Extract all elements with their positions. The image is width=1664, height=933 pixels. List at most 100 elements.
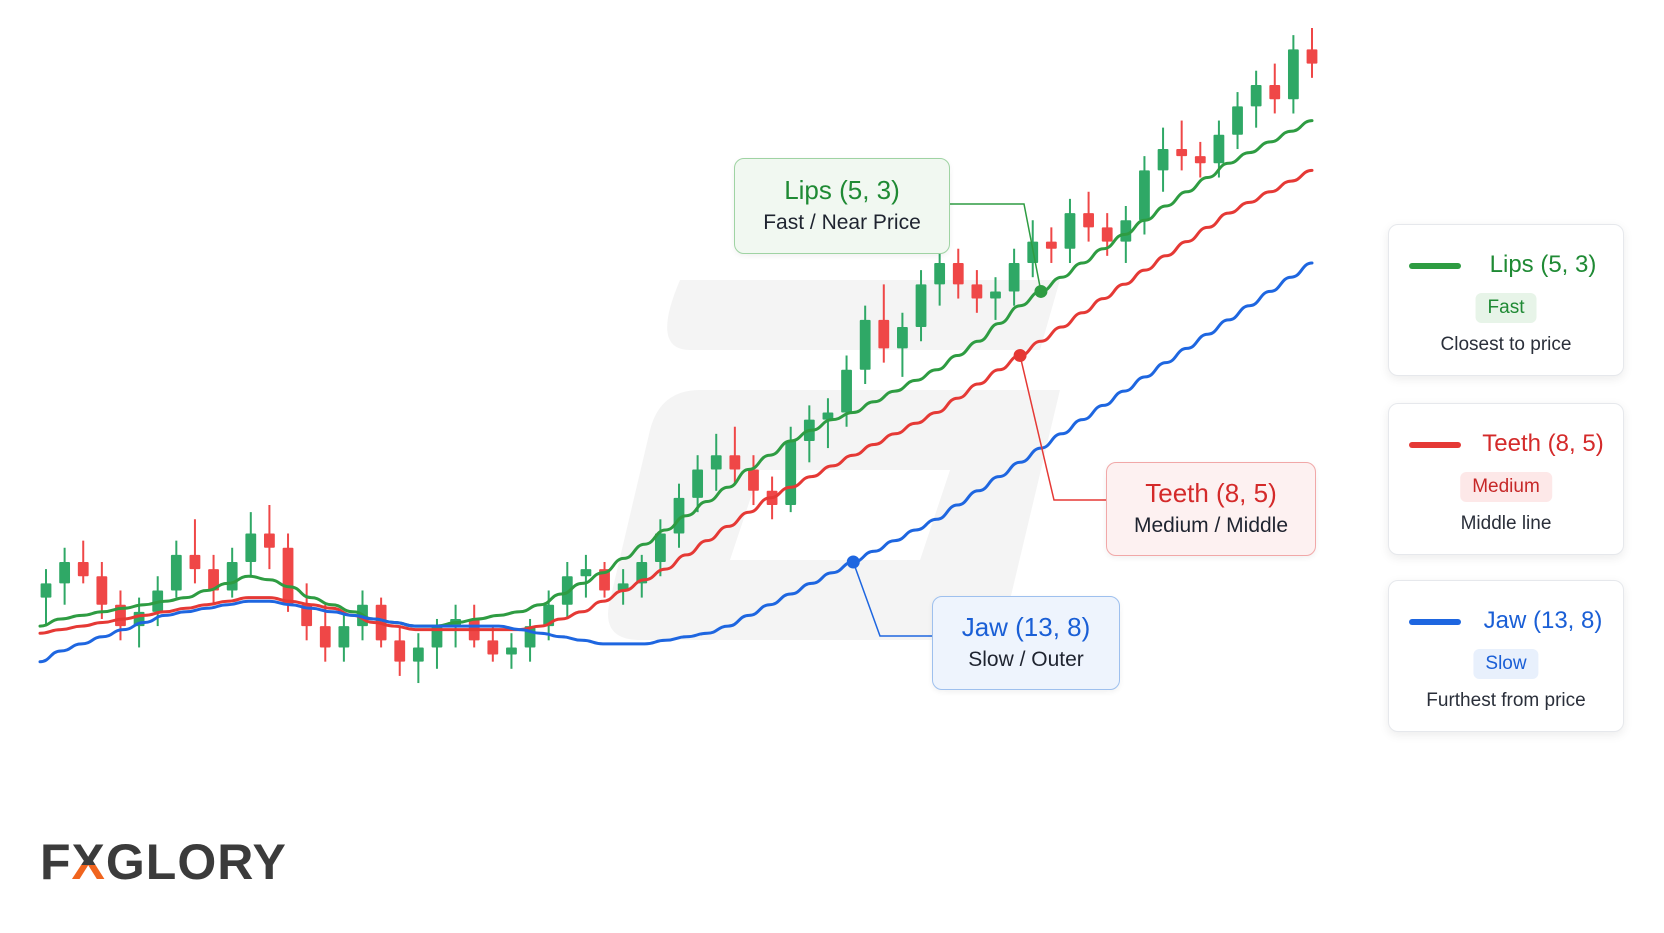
legend-desc-teeth: Middle line: [1460, 513, 1552, 534]
candle-body: [1120, 220, 1132, 242]
candle-13: [282, 533, 294, 612]
candle-body: [915, 284, 927, 328]
candle-42: [822, 398, 834, 449]
candle-body: [822, 412, 834, 420]
candle-67: [1287, 35, 1299, 114]
callout-jaw-title: Jaw (13, 8): [961, 612, 1091, 642]
teeth-line: [38, 168, 1314, 635]
brand-logo-x: X: [71, 834, 106, 890]
candle-body: [1250, 84, 1262, 107]
legend-swatch-jaw: [1409, 619, 1461, 625]
candle-36: [710, 433, 722, 491]
candle-62: [1194, 141, 1206, 178]
candle-body: [599, 569, 610, 591]
candle-9: [208, 554, 219, 605]
callout-lips-title: Lips (5, 3): [784, 175, 900, 205]
candle-45: [878, 284, 890, 363]
lips-marker-dot: [1034, 284, 1048, 298]
candle-body: [859, 319, 871, 370]
candle-25: [506, 633, 517, 669]
candle-65: [1250, 70, 1262, 128]
candle-body: [990, 291, 1001, 299]
lines-group: [38, 119, 1314, 664]
candle-30: [599, 562, 610, 598]
callout-teeth-title: Teeth (8, 5): [1145, 478, 1277, 508]
candle-0: [40, 569, 52, 627]
candle-32: [636, 554, 648, 598]
candle-body: [654, 533, 666, 562]
candle-body: [952, 262, 964, 285]
candle-body: [1083, 213, 1094, 228]
candle-35: [692, 455, 704, 513]
legend-swatch-teeth: [1409, 442, 1461, 448]
candle-body: [785, 440, 797, 506]
candle-body: [226, 562, 238, 591]
callout-lips-subtitle: Fast / Near Price: [763, 211, 921, 234]
teeth-marker-dot: [1013, 349, 1027, 363]
candle-33: [654, 519, 666, 577]
candle-body: [692, 469, 704, 498]
candle-20: [412, 633, 424, 684]
candle-body: [96, 576, 108, 605]
candle-47: [915, 270, 927, 342]
lips-connector: [950, 203, 1042, 292]
candle-64: [1232, 92, 1243, 150]
callout-teeth: Teeth (8, 5) Medium / Middle: [1106, 462, 1316, 556]
candle-10: [226, 547, 238, 598]
candle-2: [77, 540, 89, 584]
candle-body: [841, 369, 852, 413]
candle-body: [1269, 84, 1281, 100]
candle-body: [394, 640, 406, 662]
candle-body: [1064, 213, 1076, 249]
legend-name-teeth: Teeth (8, 5): [1482, 430, 1604, 457]
candle-11: [245, 512, 257, 577]
candle-46: [897, 312, 908, 377]
candle-68: [1306, 28, 1318, 78]
candle-body: [1287, 49, 1299, 100]
candle-body: [189, 554, 201, 570]
candle-body: [1306, 49, 1318, 64]
jaw-connector: [852, 561, 932, 637]
candle-55: [1064, 198, 1076, 263]
candle-body: [282, 547, 294, 605]
candle-body: [77, 562, 89, 577]
candle-49: [952, 248, 964, 299]
candle-31: [617, 569, 629, 605]
candle-7: [170, 540, 182, 598]
candle-15: [319, 604, 331, 662]
candle-body: [1139, 170, 1150, 221]
candle-12: [264, 505, 275, 570]
candle-body: [897, 327, 908, 349]
candle-body: [264, 533, 275, 548]
candle-51: [990, 277, 1001, 320]
candle-body: [301, 604, 313, 627]
candle-body: [729, 455, 741, 470]
candle-body: [59, 562, 71, 584]
candle-24: [487, 626, 499, 662]
candle-8: [189, 519, 201, 584]
callout-jaw: Jaw (13, 8) Slow / Outer: [932, 596, 1120, 690]
candle-body: [487, 640, 499, 655]
candle-body: [208, 569, 219, 591]
candle-body: [245, 533, 257, 562]
legend-desc-lips: Closest to price: [1440, 334, 1572, 355]
candle-body: [1045, 241, 1057, 249]
candle-body: [338, 626, 350, 648]
callout-lips: Lips (5, 3) Fast / Near Price: [734, 158, 950, 254]
candle-body: [40, 583, 52, 598]
candle-body: [971, 284, 983, 299]
candle-56: [1083, 191, 1094, 242]
candle-1: [59, 547, 71, 605]
candle-60: [1157, 127, 1169, 192]
candle-body: [617, 583, 629, 591]
candles-group: [40, 28, 1318, 684]
legend-name-lips: Lips (5, 3): [1489, 251, 1597, 278]
jaw-line: [38, 261, 1314, 664]
candle-44: [859, 305, 871, 384]
jaw-marker-dot: [846, 555, 860, 569]
teeth-connector: [1019, 355, 1106, 501]
candle-body: [934, 262, 946, 285]
legend-swatch-lips: [1409, 263, 1461, 269]
